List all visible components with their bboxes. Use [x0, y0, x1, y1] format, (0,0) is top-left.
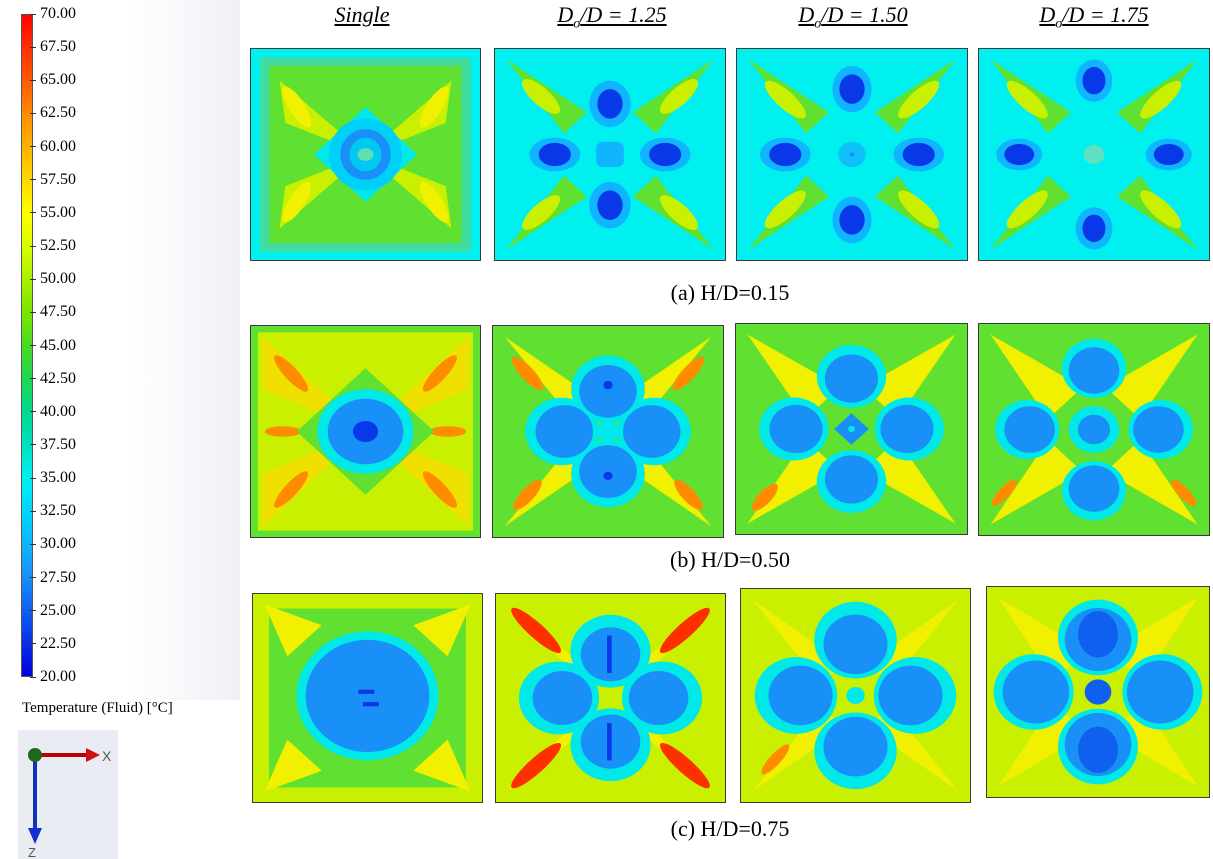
tick-label: 60.00: [40, 137, 76, 155]
contour-panel-c-single: [252, 593, 483, 803]
colorbar-tick: 57.50: [30, 170, 76, 190]
column-header-do-d-1.50: Do/D = 1.50: [798, 2, 908, 32]
tick-label: 45.00: [40, 336, 76, 354]
colorbar-tick: 40.00: [30, 402, 76, 422]
tick-mark: [30, 245, 36, 247]
tick-label: 70.00: [40, 5, 76, 22]
colorbar-tick: 50.00: [30, 269, 76, 289]
tick-label: 67.50: [40, 38, 76, 56]
tick-label: 37.50: [40, 435, 76, 453]
contour-panel-c-do-d-1.75: [986, 586, 1210, 798]
tick-mark: [30, 577, 36, 579]
tick-label: 32.50: [40, 502, 76, 520]
x-axis-label: X: [102, 748, 112, 764]
tick-label: 27.50: [40, 568, 76, 586]
column-header-do-d-1.75: Do/D = 1.75: [1039, 2, 1149, 32]
tick-mark: [30, 510, 36, 512]
tick-mark: [30, 543, 36, 545]
tick-label: 22.50: [40, 634, 76, 652]
tick-mark: [30, 46, 36, 48]
tick-label: 35.00: [40, 469, 76, 487]
colorbar-tick: 25.00: [30, 601, 76, 621]
tick-mark: [30, 643, 36, 645]
tick-mark: [30, 79, 36, 81]
tick-label: 25.00: [40, 601, 76, 619]
contour-panel-a-do-d-1.50: [736, 48, 968, 261]
tick-mark: [30, 378, 36, 380]
tick-mark: [30, 610, 36, 612]
colorbar-tick: 47.50: [30, 302, 76, 322]
tick-mark: [30, 13, 36, 15]
contour-panel-a-do-d-1.25: [494, 48, 726, 261]
tick-label: 50.00: [40, 270, 76, 288]
tick-mark: [30, 345, 36, 346]
colorbar-tick: 32.50: [30, 501, 76, 521]
tick-mark: [30, 676, 36, 678]
tick-mark: [30, 477, 36, 479]
colorbar-tick: 60.00: [30, 137, 76, 157]
tick-mark: [30, 146, 36, 148]
colorbar-tick: 55.00: [30, 203, 76, 223]
row-caption-a: (a) H/D=0.15: [670, 280, 790, 305]
tick-mark: [30, 444, 36, 446]
column-header-do-d-1.25: Do/D = 1.25: [557, 2, 667, 32]
contour-panel-b-single: [250, 325, 481, 538]
tick-label: 62.50: [40, 104, 76, 122]
colorbar-tick: 65.00: [30, 70, 76, 90]
legend-background: [0, 0, 240, 700]
colorbar-tick: 30.00: [30, 534, 76, 554]
colorbar-tick: 70.00: [30, 4, 76, 24]
axis-triad: X Z: [18, 730, 118, 859]
legend-title: Temperature (Fluid) [°C]: [22, 700, 173, 716]
contour-panel-b-do-d-1.75: [978, 323, 1210, 536]
tick-label: 65.00: [40, 71, 76, 89]
colorbar-tick: 37.50: [30, 435, 76, 455]
tick-label: 47.50: [40, 303, 76, 321]
colorbar-tick: 45.00: [30, 336, 76, 356]
tick-label: 42.50: [40, 369, 76, 387]
colorbar-tick: 35.00: [30, 468, 76, 488]
colorbar-tick: 27.50: [30, 568, 76, 588]
row-caption-c: (c) H/D=0.75: [670, 816, 790, 841]
contour-panel-b-do-d-1.50: [735, 323, 968, 535]
colorbar-tick: 67.50: [30, 37, 76, 57]
tick-mark: [30, 278, 36, 280]
tick-mark: [30, 112, 36, 114]
contour-panel-a-single: [250, 48, 481, 261]
contour-panel-b-do-d-1.25: [492, 325, 724, 538]
row-caption-b: (b) H/D=0.50: [670, 547, 790, 572]
tick-mark: [30, 311, 36, 313]
contour-panel-a-do-d-1.75: [978, 48, 1210, 261]
tick-label: 52.50: [40, 237, 76, 255]
tick-label: 57.50: [40, 170, 76, 188]
colorbar-tick: 20.00: [30, 667, 76, 687]
contour-panel-c-do-d-1.25: [495, 593, 726, 803]
colorbar-tick: 42.50: [30, 369, 76, 389]
tick-label: 20.00: [40, 668, 76, 685]
tick-label: 40.00: [40, 402, 76, 420]
tick-label: 55.00: [40, 203, 76, 221]
column-header-single: Single: [334, 2, 390, 27]
tick-mark: [30, 411, 36, 413]
colorbar-tick: 52.50: [30, 236, 76, 256]
colorbar-tick: 62.50: [30, 103, 76, 123]
tick-mark: [30, 179, 36, 181]
colorbar-tick: 22.50: [30, 634, 76, 654]
tick-label: 30.00: [40, 535, 76, 553]
contour-panel-c-do-d-1.50: [740, 588, 971, 803]
tick-mark: [30, 212, 36, 214]
z-axis-label: Z: [28, 845, 36, 859]
